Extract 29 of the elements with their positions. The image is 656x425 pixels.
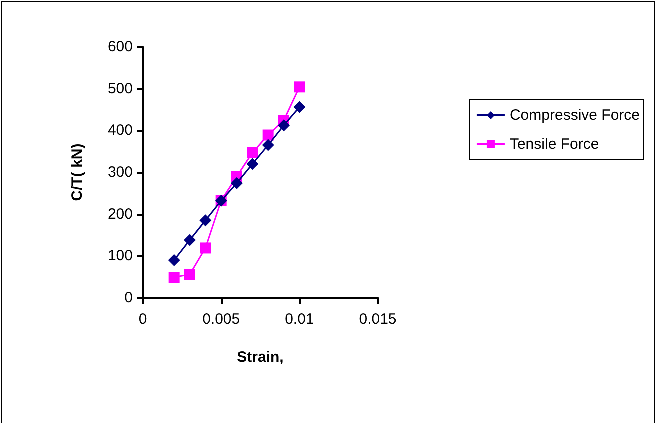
y-tick-label: 600 <box>108 38 133 56</box>
y-tick-label: 0 <box>124 290 133 306</box>
y-tick-label: 400 <box>108 122 133 140</box>
x-tick-label: 0 <box>138 311 148 328</box>
x-axis-title: Strain, <box>237 349 284 366</box>
y-tick-label: 500 <box>108 80 133 98</box>
point <box>278 120 290 132</box>
point <box>262 130 274 141</box>
y-tick-label: 100 <box>108 248 133 265</box>
point <box>294 101 306 114</box>
point <box>246 158 259 170</box>
x-tick-label: 0.005 <box>202 311 240 328</box>
point <box>294 82 306 93</box>
legend-label: Compressive Force <box>510 107 640 124</box>
point <box>184 234 196 246</box>
point <box>168 272 180 283</box>
point <box>200 214 212 227</box>
point <box>168 254 180 266</box>
point <box>262 139 274 152</box>
point <box>200 242 212 254</box>
y-tick-label: 200 <box>108 206 133 223</box>
y-axis-title: C/T( kN) <box>69 144 86 202</box>
point <box>184 269 196 280</box>
y-tick-label: 300 <box>108 164 133 181</box>
point <box>231 177 243 190</box>
point <box>247 147 258 158</box>
x-tick-label: 0.01 <box>285 311 314 328</box>
x-tick-label: 0.015 <box>359 311 397 328</box>
legend-label: Tensile Force <box>510 136 600 153</box>
